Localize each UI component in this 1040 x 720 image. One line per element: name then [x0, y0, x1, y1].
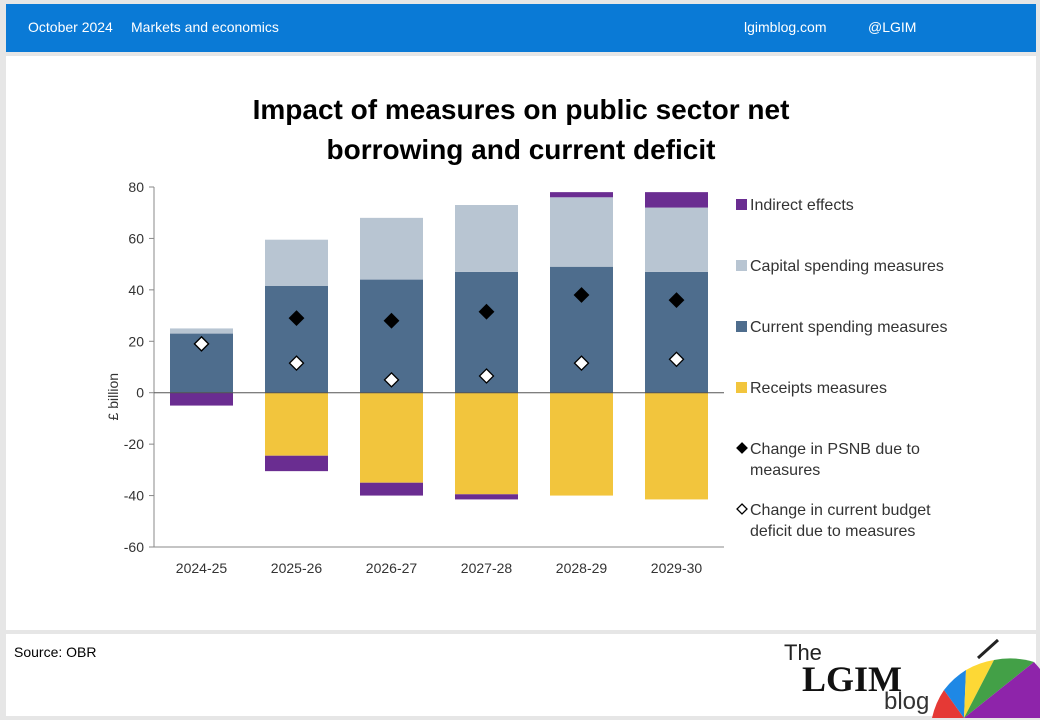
indirect-effects-bar: [360, 482, 423, 496]
y-axis-title: £ billion: [105, 373, 121, 420]
receipts-bar: [645, 392, 708, 500]
header-bar: October 2024 Markets and economics lgimb…: [6, 4, 1036, 52]
legend-psnb-label: measures: [750, 462, 820, 479]
current-deficit-marker: [573, 355, 590, 372]
header-date: October 2024: [28, 19, 113, 35]
y-tick-label: 80: [128, 179, 144, 195]
lgim-blog-logo: The LGIM blog: [776, 636, 1040, 718]
x-tick-label: 2025-26: [271, 560, 323, 576]
header-site-link[interactable]: lgimblog.com: [744, 19, 827, 35]
source-note: Source: OBR: [14, 644, 97, 660]
psnb-marker: [478, 303, 495, 320]
chart-title-line2: borrowing and current deficit: [326, 134, 716, 165]
psnb-marker: [288, 310, 305, 327]
indirect-effects-bar: [645, 192, 708, 208]
legend-current-deficit-label: Change in current budget: [750, 502, 931, 519]
legend-current-deficit-swatch: [736, 503, 748, 515]
chart-title-line1: Impact of measures on public sector net: [252, 94, 790, 125]
logo-the: The: [784, 640, 822, 665]
legend-psnb-swatch: [736, 442, 748, 454]
receipts-bar: [360, 392, 423, 483]
header-category[interactable]: Markets and economics: [131, 19, 279, 35]
x-tick-label: 2024-25: [176, 560, 228, 576]
capital-spending-bar: [645, 207, 708, 272]
x-tick-label: 2027-28: [461, 560, 513, 576]
x-tick-label: 2029-30: [651, 560, 703, 576]
x-tick-label: 2028-29: [556, 560, 608, 576]
footer: Source: OBR The LGIM blog: [6, 634, 1040, 718]
legend-indirect-effects-swatch: [736, 199, 747, 210]
current-deficit-marker: [288, 355, 305, 372]
indirect-effects-bar: [265, 455, 328, 472]
chart-panel: Impact of measures on public sector net …: [6, 56, 1036, 630]
capital-spending-bar: [360, 217, 423, 280]
indirect-effects-bar: [170, 392, 233, 406]
logo-blog: blog: [884, 688, 930, 715]
psnb-marker: [668, 292, 685, 309]
legend-receipts-swatch: [736, 382, 747, 393]
legend-capital-spending-label: Capital spending measures: [750, 258, 944, 275]
current-deficit-marker: [478, 368, 495, 384]
legend-indirect-effects-label: Indirect effects: [750, 197, 854, 214]
legend-current-spending-label: Current spending measures: [750, 319, 947, 336]
umbrella-icon: [932, 638, 1040, 718]
indirect-effects-bar: [550, 192, 613, 198]
y-tick-label: 20: [128, 333, 144, 349]
psnb-marker: [573, 287, 590, 303]
indirect-effects-bar: [455, 494, 518, 500]
chart-title: Impact of measures on public sector net …: [6, 90, 1036, 170]
stacked-bar-chart: 80 60 40 20 0 -20 -40 -60 £ billion 2024-25 2025-2…: [105, 179, 947, 576]
y-tick-label: 40: [128, 282, 144, 298]
receipts-bar: [550, 392, 613, 496]
capital-spending-bar: [170, 328, 233, 334]
y-tick-label: 60: [128, 230, 144, 246]
legend-psnb-label: Change in PSNB due to: [750, 441, 920, 458]
x-tick-label: 2026-27: [366, 560, 418, 576]
legend-capital-spending-swatch: [736, 260, 747, 271]
legend-receipts-label: Receipts measures: [750, 380, 887, 397]
capital-spending-bar: [265, 239, 328, 286]
psnb-marker: [383, 312, 400, 329]
current-deficit-marker: [668, 351, 685, 368]
current-spending-bar: [550, 266, 613, 393]
receipts-bar: [265, 392, 328, 456]
current-spending-bar: [265, 286, 328, 393]
current-deficit-marker: [383, 371, 400, 388]
logo-lgim: LGIM: [802, 659, 903, 699]
current-spending-bar: [645, 271, 708, 393]
y-tick-label: -60: [124, 539, 144, 555]
receipts-bar: [455, 392, 518, 495]
y-tick-label: 0: [136, 385, 144, 401]
capital-spending-bar: [550, 197, 613, 267]
y-tick-label: -40: [124, 488, 144, 504]
current-deficit-marker: [193, 335, 210, 352]
legend-current-spending-swatch: [736, 321, 747, 332]
capital-spending-bar: [455, 205, 518, 272]
y-tick-label: -20: [124, 436, 144, 452]
header-twitter-handle[interactable]: @LGIM: [868, 19, 917, 35]
legend-current-deficit-label: deficit due to measures: [750, 523, 915, 540]
